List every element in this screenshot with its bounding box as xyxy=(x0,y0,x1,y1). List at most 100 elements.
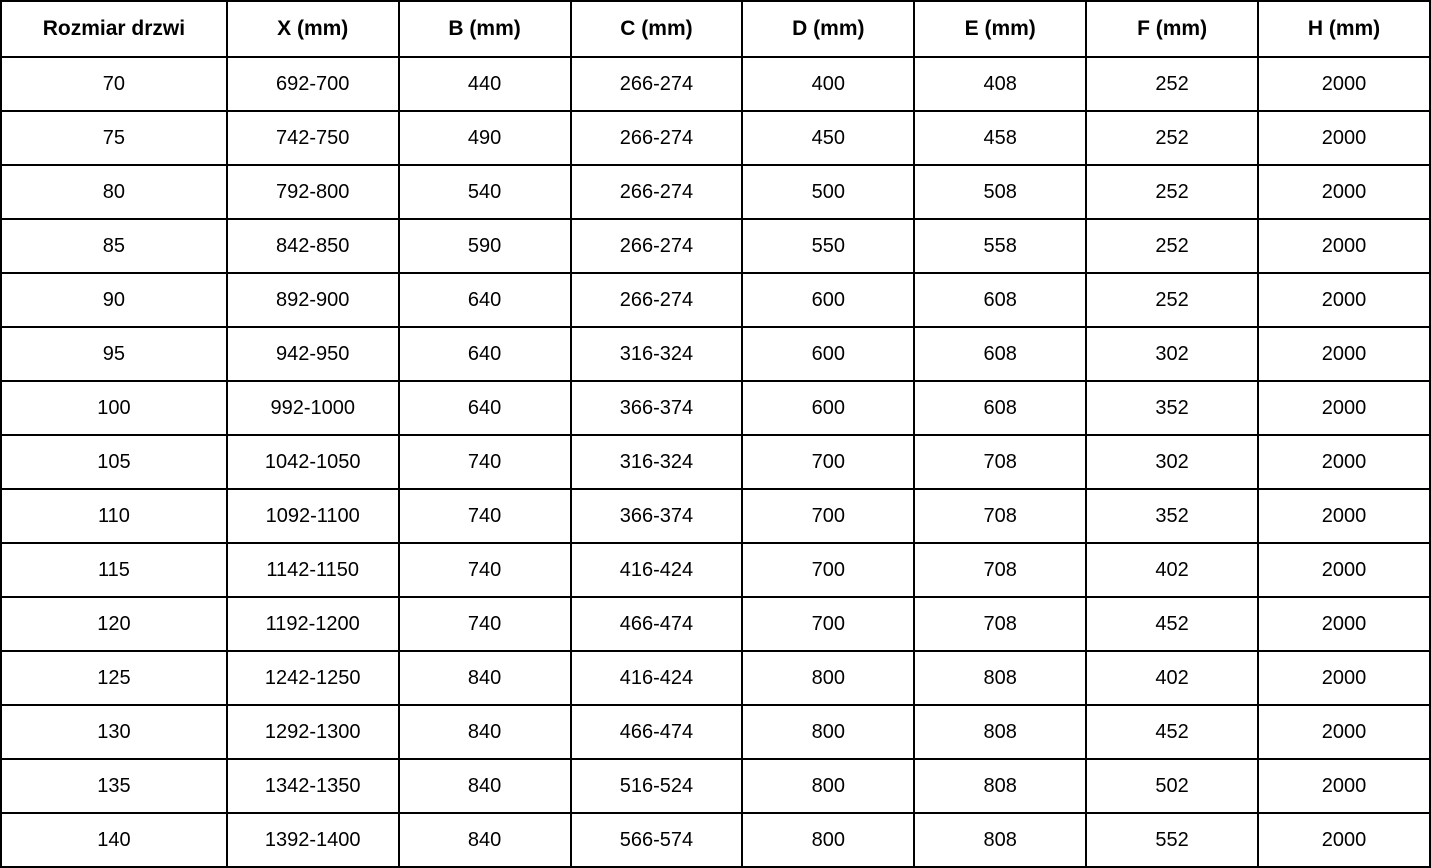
table-cell: 302 xyxy=(1085,434,1260,490)
table-cell: 2000 xyxy=(1257,542,1431,598)
table-cell: 252 xyxy=(1085,164,1260,220)
table-cell: 2000 xyxy=(1257,434,1431,490)
table-cell: 600 xyxy=(741,380,916,436)
table-cell: 2000 xyxy=(1257,758,1431,814)
table-cell: 452 xyxy=(1085,596,1260,652)
table-cell: 500 xyxy=(741,164,916,220)
table-cell: 125 xyxy=(0,650,228,706)
table-cell: 1242-1250 xyxy=(225,650,400,706)
table-cell: 408 xyxy=(913,56,1088,112)
table-cell: 550 xyxy=(741,218,916,274)
table-cell: 466-474 xyxy=(569,704,744,760)
table-cell: 842-850 xyxy=(225,218,400,274)
table-cell: 266-274 xyxy=(569,164,744,220)
table-cell: 85 xyxy=(0,218,228,274)
table-cell: 740 xyxy=(397,434,572,490)
table-cell: 708 xyxy=(913,542,1088,598)
table-cell: 692-700 xyxy=(225,56,400,112)
table-cell: 792-800 xyxy=(225,164,400,220)
column-header-rozmiar-drzwi: Rozmiar drzwi xyxy=(0,0,228,58)
table-row: 135 1342-1350 840 516-524 800 808 502 2000 xyxy=(0,758,1431,814)
table-cell: 840 xyxy=(397,812,572,868)
table-cell: 740 xyxy=(397,542,572,598)
table-row: 110 1092-1100 740 366-374 700 708 352 2000 xyxy=(0,488,1431,544)
table-cell: 2000 xyxy=(1257,704,1431,760)
table-cell: 742-750 xyxy=(225,110,400,166)
table-cell: 80 xyxy=(0,164,228,220)
table-cell: 800 xyxy=(741,704,916,760)
table-row: 115 1142-1150 740 416-424 700 708 402 2000 xyxy=(0,542,1431,598)
table-cell: 266-274 xyxy=(569,272,744,328)
table-cell: 1142-1150 xyxy=(225,542,400,598)
table-cell: 252 xyxy=(1085,56,1260,112)
column-header-e-mm: E (mm) xyxy=(913,0,1088,58)
table-cell: 2000 xyxy=(1257,380,1431,436)
table-cell: 840 xyxy=(397,758,572,814)
table-cell: 840 xyxy=(397,650,572,706)
table-cell: 2000 xyxy=(1257,56,1431,112)
table-body: 70 692-700 440 266-274 400 408 252 2000 75 742-75… xyxy=(0,56,1431,868)
table-cell: 316-324 xyxy=(569,326,744,382)
table-cell: 95 xyxy=(0,326,228,382)
table-cell: 540 xyxy=(397,164,572,220)
table-cell: 2000 xyxy=(1257,272,1431,328)
table-row: 75 742-750 490 266-274 450 458 252 2000 xyxy=(0,110,1431,166)
table-cell: 252 xyxy=(1085,218,1260,274)
table-cell: 70 xyxy=(0,56,228,112)
column-header-c-mm: C (mm) xyxy=(569,0,744,58)
table-cell: 566-574 xyxy=(569,812,744,868)
table-cell: 516-524 xyxy=(569,758,744,814)
table-cell: 440 xyxy=(397,56,572,112)
table-cell: 892-900 xyxy=(225,272,400,328)
table-cell: 266-274 xyxy=(569,218,744,274)
table-cell: 708 xyxy=(913,434,1088,490)
table-cell: 400 xyxy=(741,56,916,112)
table-cell: 608 xyxy=(913,380,1088,436)
table-row: 125 1242-1250 840 416-424 800 808 402 2000 xyxy=(0,650,1431,706)
table-cell: 2000 xyxy=(1257,812,1431,868)
table-cell: 402 xyxy=(1085,542,1260,598)
table-cell: 466-474 xyxy=(569,596,744,652)
table-cell: 800 xyxy=(741,758,916,814)
table-cell: 2000 xyxy=(1257,596,1431,652)
table-cell: 700 xyxy=(741,488,916,544)
table-cell: 700 xyxy=(741,596,916,652)
table-cell: 502 xyxy=(1085,758,1260,814)
table-cell: 808 xyxy=(913,650,1088,706)
table-row: 90 892-900 640 266-274 600 608 252 2000 xyxy=(0,272,1431,328)
table-cell: 640 xyxy=(397,272,572,328)
table-cell: 1292-1300 xyxy=(225,704,400,760)
table-cell: 402 xyxy=(1085,650,1260,706)
table-cell: 1192-1200 xyxy=(225,596,400,652)
table-cell: 316-324 xyxy=(569,434,744,490)
table-cell: 130 xyxy=(0,704,228,760)
table-cell: 416-424 xyxy=(569,650,744,706)
table-cell: 115 xyxy=(0,542,228,598)
table-row: 105 1042-1050 740 316-324 700 708 302 2000 xyxy=(0,434,1431,490)
table-row: 120 1192-1200 740 466-474 700 708 452 2000 xyxy=(0,596,1431,652)
column-header-d-mm: D (mm) xyxy=(741,0,916,58)
table-cell: 740 xyxy=(397,488,572,544)
table-cell: 252 xyxy=(1085,110,1260,166)
table-cell: 1042-1050 xyxy=(225,434,400,490)
table-row: 140 1392-1400 840 566-574 800 808 552 2000 xyxy=(0,812,1431,868)
table-cell: 452 xyxy=(1085,704,1260,760)
table-cell: 508 xyxy=(913,164,1088,220)
table-cell: 100 xyxy=(0,380,228,436)
table-cell: 450 xyxy=(741,110,916,166)
table-cell: 366-374 xyxy=(569,380,744,436)
table-cell: 808 xyxy=(913,758,1088,814)
table-cell: 266-274 xyxy=(569,56,744,112)
column-header-b-mm: B (mm) xyxy=(397,0,572,58)
table-row: 80 792-800 540 266-274 500 508 252 2000 xyxy=(0,164,1431,220)
table-cell: 590 xyxy=(397,218,572,274)
table-cell: 110 xyxy=(0,488,228,544)
table-cell: 266-274 xyxy=(569,110,744,166)
table-cell: 135 xyxy=(0,758,228,814)
table-cell: 366-374 xyxy=(569,488,744,544)
table-cell: 608 xyxy=(913,272,1088,328)
column-header-x-mm: X (mm) xyxy=(225,0,400,58)
header-row: Rozmiar drzwi X (mm) B (mm) C (mm) D (mm) E (… xyxy=(0,0,1431,58)
table-cell: 120 xyxy=(0,596,228,652)
